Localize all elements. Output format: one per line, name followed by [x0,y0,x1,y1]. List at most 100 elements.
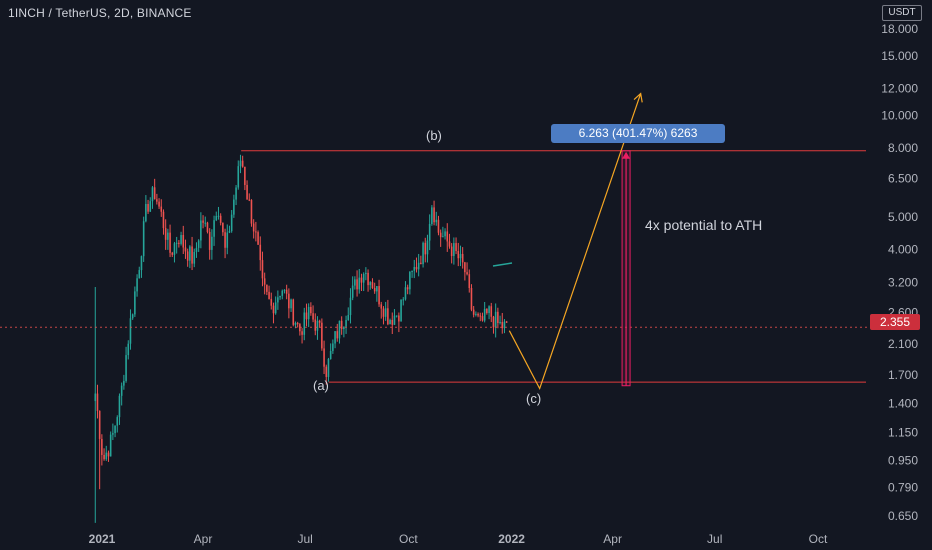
candle-body [167,232,169,240]
candle-body [400,299,402,322]
candle-body [228,231,231,233]
candle-body [147,204,149,212]
candle-body [431,207,433,224]
candle-body [103,454,105,460]
currency-selector[interactable]: USDT [882,5,922,21]
candle-body [274,302,277,314]
candle-body [387,308,389,325]
candle-body [411,270,413,272]
candle-body [470,288,473,310]
candle-body [279,295,281,298]
candle-body [369,282,372,286]
candle-body [114,425,116,434]
candle-body [345,320,347,327]
candle-body [158,201,160,207]
candle-body [503,321,506,329]
price-tick-label: 3.200 [888,275,918,289]
note-text[interactable]: 4x potential to ATH [645,217,763,233]
candle-body [428,223,431,241]
candle-body [206,222,209,232]
candle-body [338,320,341,339]
candle-body [488,306,490,313]
candle-body [175,242,178,244]
candle-body [316,320,319,331]
candle-body [140,256,143,271]
time-tick-label: 2022 [498,532,525,546]
candle-body [365,272,367,275]
candle-body [96,393,99,411]
candle-body [382,308,385,317]
candle-body [169,232,171,253]
candle-body [171,252,174,255]
candle-body [246,184,248,200]
candle-body [398,315,400,322]
candle-body [263,278,266,285]
candle-body [270,298,273,306]
symbol-title: 1INCH / TetherUS, 2D, BINANCE [8,6,192,20]
candle-body [424,242,427,255]
candle-body [367,272,369,286]
candle-body [505,321,508,323]
candles-layer [94,154,508,523]
candle-body [422,242,424,265]
candle-body [461,253,464,263]
candle-body [145,204,147,222]
candle-body [446,231,449,242]
candle-body [323,348,325,367]
drawings-layer[interactable] [0,92,868,391]
candle-body [356,279,358,290]
candle-body [483,308,486,321]
candle-body [107,452,110,457]
candle-body [219,215,222,223]
wave-label-b[interactable]: (b) [426,128,442,143]
price-axis[interactable]: 18.000 15.000 12.000 10.000 8.000 6.500 5.000 4… [881,22,918,523]
candle-body [378,286,380,305]
candle-body [255,231,257,233]
candle-body [472,309,475,315]
candle-body [497,311,499,323]
candle-body [486,308,488,313]
candle-body [134,291,136,315]
price-tick-label: 0.790 [888,480,918,494]
candle-body [118,395,121,418]
measure-label[interactable]: 6.263 (401.47%) 6263 [551,124,725,143]
candle-body [173,243,176,255]
candle-body [325,366,328,377]
price-tick-label: 1.150 [888,425,918,439]
candle-body [347,315,350,321]
candle-body [479,315,482,317]
candle-body [123,380,125,386]
candle-body [248,199,251,201]
candle-body [481,316,484,321]
price-tick-label: 6.500 [888,171,918,185]
price-tick-label: 2.100 [888,337,918,351]
candle-body [261,260,264,279]
candle-body [404,287,407,300]
candle-body [292,299,295,325]
candle-body [217,215,220,217]
candle-body [239,160,242,167]
candle-body [343,326,345,330]
candle-body [138,270,141,279]
wave-label-a[interactable]: (a) [313,378,329,393]
price-tick-label: 18.000 [881,22,918,36]
candle-body [244,166,246,185]
candle-body [442,236,444,238]
candle-body [105,452,108,460]
time-axis[interactable]: 2021 Apr Jul Oct 2022 Apr Jul Oct [89,532,828,546]
candle-body [290,299,292,309]
candle-body [332,343,334,351]
candle-body [439,232,442,238]
wave-label-c[interactable]: (c) [526,391,542,406]
candle-body [466,272,468,275]
candle-body [455,243,457,252]
candle-body [211,236,213,250]
time-tick-label: Jul [707,532,722,546]
price-tick-label: 1.400 [888,396,918,410]
candle-body [266,284,268,292]
candle-body [277,297,279,303]
candle-body [312,313,314,320]
price-tick-label: 4.000 [888,243,918,257]
candle-body [156,199,158,202]
